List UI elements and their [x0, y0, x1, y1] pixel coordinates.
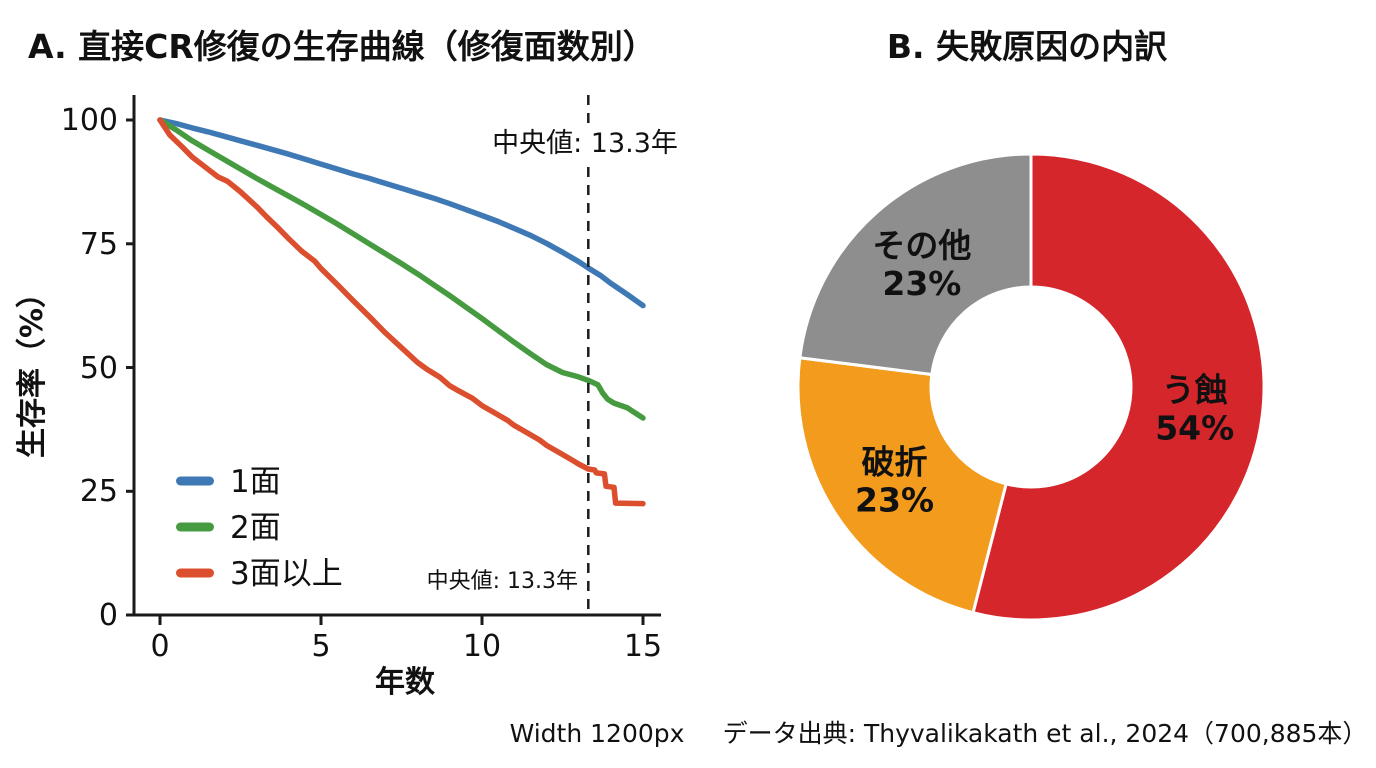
median-label-backdrop	[487, 124, 684, 160]
x-tick-label-10: 10	[463, 629, 501, 664]
y-tick-label-0: 0	[99, 598, 118, 633]
y-tick-label-100: 100	[61, 103, 118, 138]
legend-label-2面: 2面	[230, 510, 281, 546]
donut-slice-破折	[796, 356, 1008, 615]
y-axis-title: 生存率（%）	[15, 278, 50, 458]
donut-label-破折: 破折	[862, 443, 928, 482]
donut-value-う蝕: 54%	[1155, 409, 1234, 448]
panel-b-title: B. 失敗原因の内訳	[887, 27, 1168, 66]
legend-label-1面: 1面	[230, 464, 281, 500]
survival-axes: 100 75 50 25 0 0 5 10 15 年数 生存率（%）	[15, 95, 662, 700]
donut-label-う蝕: う蝕	[1162, 371, 1228, 410]
legend-label-3面以上: 3面以上	[230, 556, 343, 592]
survival-curve-2面	[157, 117, 646, 421]
x-tick-label-5: 5	[311, 629, 330, 664]
y-tick-label-25: 25	[80, 474, 118, 509]
donut-slice-う蝕	[971, 152, 1266, 622]
donut-value-その他: 23%	[882, 264, 961, 303]
survival-curves	[157, 117, 646, 507]
legend-swatch-1面	[176, 476, 214, 486]
median-annotations: 中央値: 13.3年 中央値: 13.3年	[427, 124, 684, 594]
footer-source: データ出典: Thyvalikakath et al., 2024（700,88…	[723, 719, 1368, 748]
x-tick-label-0: 0	[150, 629, 169, 664]
x-axis-title: 年数	[375, 665, 436, 700]
y-tick-label-50: 50	[80, 351, 118, 386]
survival-curve-1面	[157, 117, 646, 309]
survival-curve-3面以上	[157, 117, 646, 507]
survival-legend: 1面 2面 3面以上	[176, 464, 343, 592]
x-tick-label-15: 15	[624, 629, 662, 664]
footer-width-note: Width 1200px	[510, 719, 685, 748]
footer: Width 1200px データ出典: Thyvalikakath et al.…	[510, 719, 1368, 748]
donut-slice-その他	[798, 152, 1033, 376]
panel-a-title: A. 直接CR修復の生存曲線（修復面数別）	[28, 27, 656, 66]
median-label-top: 中央値: 13.3年	[492, 128, 678, 159]
median-label-bottom: 中央値: 13.3年	[427, 569, 578, 594]
legend-swatch-2面	[176, 522, 214, 532]
legend-swatch-3面以上	[176, 568, 214, 578]
y-tick-label-75: 75	[80, 227, 118, 262]
donut-value-破折: 23%	[855, 481, 934, 520]
donut-label-その他: その他	[872, 226, 971, 265]
